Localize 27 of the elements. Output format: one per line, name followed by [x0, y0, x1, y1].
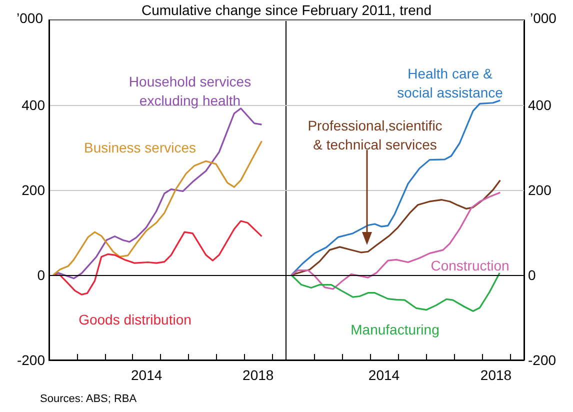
y2-tick-label: 0 [528, 267, 536, 283]
y2-tick-label: -200 [528, 352, 556, 368]
y-tick-label: 0 [37, 267, 46, 283]
y-tick-label: 400 [22, 97, 46, 113]
line-series [54, 220, 263, 296]
y2-tick-label: 400 [528, 97, 552, 113]
y-tick-label: -200 [16, 352, 46, 368]
series-label: Construction [430, 258, 510, 274]
x-tick-label: 2014 [368, 367, 400, 383]
text: Professional,scientific & technical services [308, 118, 442, 152]
y2-axis-title: ’000 [530, 10, 557, 26]
x-tick-label: 2018 [480, 367, 512, 383]
series-label: Manufacturing [350, 322, 440, 338]
series-label: Household services excluding health [128, 74, 252, 108]
source-note: Sources: ABS; RBA [40, 393, 137, 405]
y-tick-label: 200 [22, 182, 46, 198]
x-tick-label: 2018 [242, 367, 274, 383]
series-label: Business services [84, 140, 196, 156]
series-label: Health care & social assistance [397, 66, 504, 100]
line-series [52, 140, 263, 276]
line-series [52, 108, 263, 280]
y2-tick-label: 200 [528, 182, 552, 198]
chart-title: Cumulative change since February 2011, trend [141, 2, 432, 18]
line-series [290, 272, 500, 312]
x-tick-label: 2014 [131, 367, 162, 383]
y-axis-title: ’000 [16, 10, 44, 26]
series-label: Goods distribution [78, 312, 192, 328]
